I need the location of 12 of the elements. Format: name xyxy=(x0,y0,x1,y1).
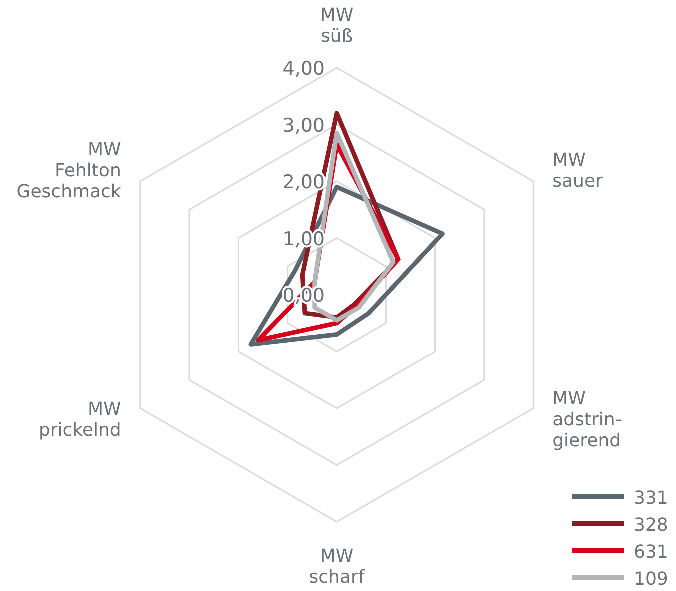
spoke-label: MW adstrin- gierend xyxy=(552,388,622,452)
spoke-label: MW scharf xyxy=(309,546,366,588)
y-tick-label: 3,00 xyxy=(282,114,325,137)
spoke-label: MW Fehlton Geschmack xyxy=(16,140,122,202)
legend-label: 631 xyxy=(634,542,668,563)
y-tick-label: 4,00 xyxy=(282,58,325,80)
legend-label: 109 xyxy=(634,569,668,590)
spoke-label: MW prickelnd xyxy=(38,399,122,441)
legend-label: 328 xyxy=(634,515,668,536)
spoke-label: MW süß xyxy=(320,5,354,47)
spoke-label: MW sauer xyxy=(552,150,604,192)
legend-label: 331 xyxy=(634,488,668,509)
